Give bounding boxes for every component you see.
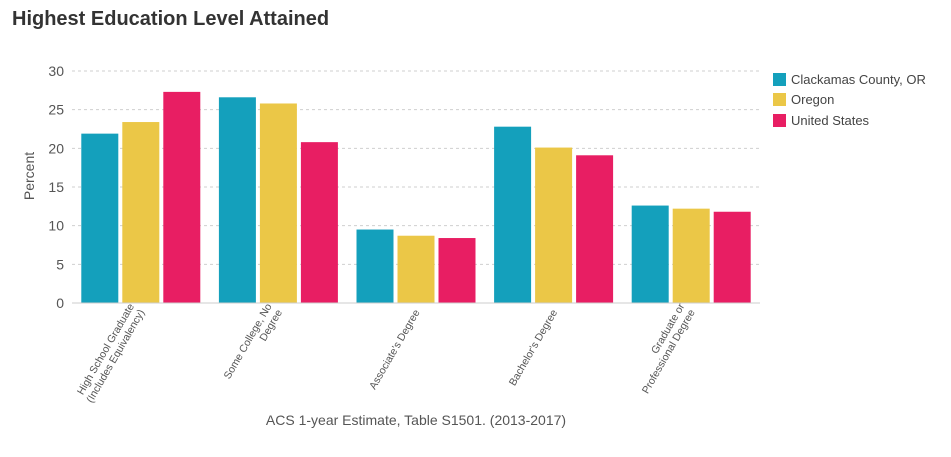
- bar[interactable]: [259, 103, 297, 303]
- legend-item[interactable]: Oregon: [773, 90, 926, 111]
- bar[interactable]: [576, 155, 614, 303]
- x-axis-title: ACS 1-year Estimate, Table S1501. (2013-…: [266, 412, 566, 428]
- y-tick-label: 5: [56, 256, 64, 272]
- chart-title: Highest Education Level Attained: [12, 8, 330, 30]
- x-tick-label: Some College, NoDegree: [222, 301, 285, 387]
- bar[interactable]: [300, 142, 338, 303]
- bar[interactable]: [438, 238, 476, 303]
- y-axis-ticks: 0 5 10 15 20 25 30: [48, 63, 64, 311]
- y-axis-title: Percent: [21, 152, 37, 200]
- x-axis-categories: High School Graduate(Includes Equivalenc…: [74, 301, 698, 405]
- bar[interactable]: [631, 205, 669, 303]
- legend-item[interactable]: United States: [773, 110, 926, 131]
- bar[interactable]: [163, 91, 201, 303]
- legend-swatch: [773, 113, 786, 127]
- legend-label: Clackamas County, OR: [791, 71, 926, 87]
- bar[interactable]: [397, 235, 435, 303]
- x-tick-label-line: Associate's Degree: [367, 307, 423, 391]
- bar[interactable]: [218, 97, 256, 303]
- legend-item[interactable]: Clackamas County, OR: [773, 69, 926, 90]
- x-tick-label: Associate's Degree: [367, 307, 423, 391]
- legend-swatch: [773, 72, 786, 86]
- y-tick-label: 15: [48, 179, 64, 195]
- x-tick-label: High School Graduate(Includes Equivalenc…: [74, 301, 148, 405]
- y-tick-label: 25: [48, 102, 64, 118]
- y-tick-label: 10: [48, 218, 64, 234]
- bar[interactable]: [122, 122, 160, 303]
- x-tick-label: Graduate orProfessional Degree: [629, 301, 698, 396]
- bar[interactable]: [494, 126, 532, 304]
- bar[interactable]: [81, 133, 119, 303]
- y-tick-label: 20: [48, 140, 64, 156]
- bar[interactable]: [713, 211, 751, 303]
- y-tick-label: 30: [48, 63, 64, 79]
- bar[interactable]: [535, 147, 573, 303]
- bar[interactable]: [356, 229, 394, 303]
- legend-swatch: [773, 93, 786, 107]
- y-tick-label: 0: [56, 295, 64, 311]
- x-tick-label-line: Bachelor's Degree: [507, 307, 560, 388]
- x-tick-label: Bachelor's Degree: [507, 307, 560, 388]
- bars: [81, 91, 751, 304]
- bar[interactable]: [672, 208, 710, 303]
- legend: Clackamas County, OR Oregon United States: [773, 69, 926, 131]
- legend-label: United States: [791, 112, 870, 128]
- legend-label: Oregon: [791, 92, 835, 108]
